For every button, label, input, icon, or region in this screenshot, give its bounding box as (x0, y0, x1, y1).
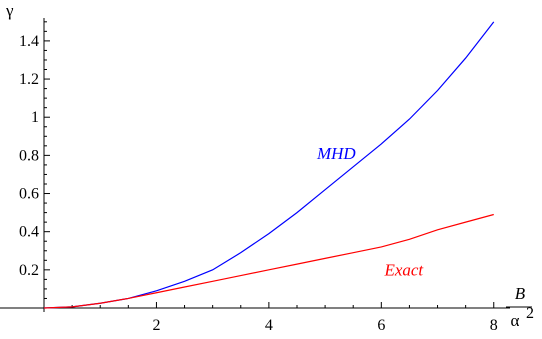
x-tick-label: 4 (265, 317, 273, 334)
x-tick-label: 6 (377, 317, 385, 334)
y-tick-label: 1.2 (19, 71, 39, 88)
series-label-exact: Exact (383, 261, 424, 280)
x-axis-label-exponent: 2 (526, 305, 534, 322)
x-axis-label-numerator: B (515, 284, 526, 303)
y-tick-label: 0.4 (19, 224, 39, 241)
y-tick-label: 1 (31, 109, 39, 126)
series-layer (43, 21, 495, 309)
series-label-mhd: MHD (316, 144, 356, 163)
x-axis-label-denominator: α (511, 311, 520, 330)
x-tick-label: 8 (490, 317, 498, 334)
y-tick-label: 0.8 (19, 147, 39, 164)
x-ticks: 2 4 6 8 (71, 302, 498, 334)
x-tick-label: 2 (152, 317, 160, 334)
axes (0, 18, 510, 312)
y-ticks: 0.2 0.4 0.6 0.8 1 1.2 1.4 (19, 21, 50, 299)
annotations: MHD Exact (316, 144, 424, 279)
y-axis-label: γ (5, 1, 14, 20)
x-axis-label: B α 2 (506, 284, 534, 330)
y-tick-label: 0.6 (19, 186, 39, 203)
y-tick-label: 0.2 (19, 262, 39, 279)
y-tick-label: 1.4 (19, 33, 39, 50)
series-line-mhd (43, 21, 495, 309)
series-line-exact (43, 213, 494, 309)
